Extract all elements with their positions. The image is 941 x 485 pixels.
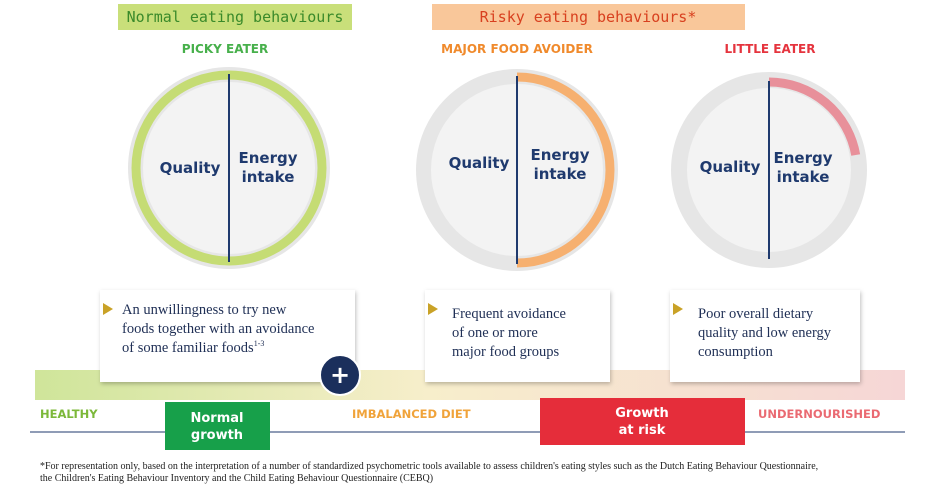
bullet (428, 303, 438, 315)
bullet (673, 303, 683, 315)
energy-line: Energy (238, 149, 297, 167)
plate (671, 72, 867, 268)
description-line: consumption (698, 344, 774, 360)
description: Frequent avoidance of one or more major … (452, 306, 570, 360)
plate (416, 69, 618, 271)
scale-label: UNDERNOURISHED (758, 407, 880, 421)
normal-banner-text: Normal eating behaviours (127, 8, 344, 26)
quality-label: Quality (160, 159, 221, 177)
footnote: *For representation only, based on the i… (40, 461, 818, 472)
growth-at-risk: Growth at risk (615, 406, 669, 438)
profile-title: MAJOR FOOD AVOIDER (441, 42, 593, 56)
normal-growth-line: growth (191, 428, 243, 443)
energy-line: intake (777, 168, 830, 186)
superscript: 1-3 (254, 339, 265, 348)
growth-at-risk-box (540, 398, 745, 445)
energy-label: Energy intake (530, 146, 589, 183)
plus-sign: + (330, 361, 350, 389)
risky-banner (432, 4, 745, 30)
footnote: the Children's Eating Behaviour Inventor… (40, 473, 433, 484)
normal-growth-line: Normal (191, 411, 244, 426)
description: An unwillingness to try new foods togeth… (122, 302, 318, 356)
normal-growth: Normal growth (191, 411, 244, 443)
quality-label: Quality (449, 154, 510, 172)
description-line: Poor overall dietary (698, 306, 814, 322)
profile-title: LITTLE EATER (725, 42, 816, 56)
quality-label: Quality (700, 158, 761, 176)
plus-circle (319, 354, 361, 396)
description-line: major food groups (452, 344, 559, 360)
energy-label: Energy intake (238, 149, 297, 186)
description-line: foods together with an avoidance (122, 321, 314, 337)
energy-line: intake (534, 165, 587, 183)
description: Poor overall dietary quality and low ene… (698, 306, 835, 360)
description-line: of one or more (452, 325, 538, 341)
normal-growth-box (165, 402, 270, 450)
scale-label: HEALTHY (40, 407, 98, 421)
normal-banner (118, 4, 352, 30)
risky-banner-text: Risky eating behaviours* (480, 8, 697, 26)
bullet (103, 303, 113, 315)
description-line: Frequent avoidance (452, 306, 566, 322)
description-line: of some familiar foods (122, 340, 254, 356)
growth-at-risk-line: at risk (619, 423, 666, 438)
plate (128, 67, 330, 269)
growth-at-risk-line: Growth (615, 406, 669, 421)
energy-line: intake (242, 168, 295, 186)
energy-label: Energy intake (773, 149, 832, 186)
scale-label: IMBALANCED DIET (352, 407, 471, 421)
description-line: quality and low energy (698, 325, 832, 341)
energy-line: Energy (773, 149, 832, 167)
profile-title: PICKY EATER (182, 42, 268, 56)
description-card (100, 290, 355, 382)
description-line: An unwillingness to try new (122, 302, 287, 318)
description-card (670, 290, 860, 382)
description-card (425, 290, 610, 382)
energy-line: Energy (530, 146, 589, 164)
